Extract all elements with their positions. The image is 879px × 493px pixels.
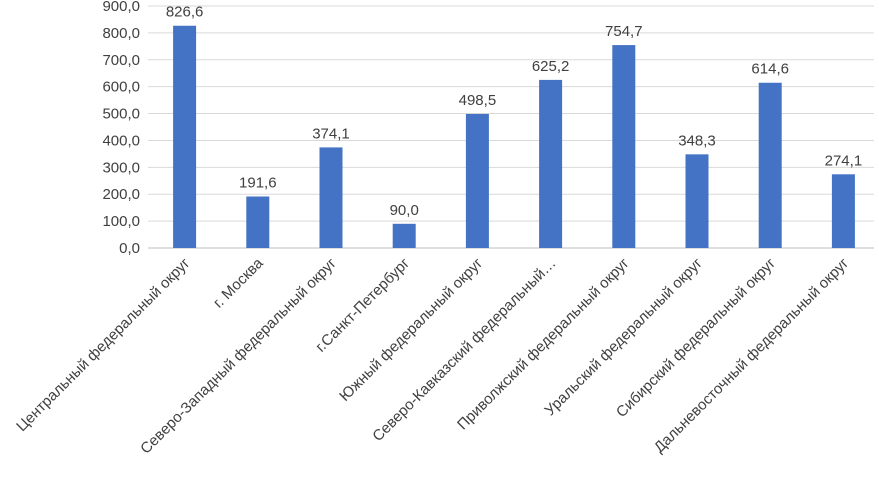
bar — [319, 147, 343, 248]
data-label: 191,6 — [239, 174, 277, 191]
data-label: 374,1 — [312, 125, 350, 142]
y-tick-label: 100,0 — [102, 213, 140, 230]
data-label: 625,2 — [532, 58, 570, 75]
y-axis-tick-labels: 0,0 100,0 200,0 300,0 400,0 500,0 600,0 700,0 80… — [102, 0, 140, 257]
data-label: 614,6 — [751, 61, 789, 78]
x-axis-category-labels: Центральный федеральный округ г. МоскваСе… — [13, 254, 852, 457]
data-label: 274,1 — [825, 152, 863, 169]
bar — [831, 174, 855, 248]
bar — [758, 82, 782, 248]
category-label: Южный федеральный округ — [336, 254, 486, 404]
y-tick-label: 800,0 — [102, 25, 140, 42]
bar — [173, 25, 197, 248]
bar — [612, 45, 636, 249]
bar — [465, 113, 489, 248]
category-label: г. Москва — [210, 254, 267, 311]
category-label: Уральский федеральный округ — [541, 254, 706, 419]
category-label: Сибирский федеральный округ — [613, 254, 779, 420]
y-tick-label: 600,0 — [102, 79, 140, 96]
y-tick-label: 0,0 — [119, 240, 140, 257]
data-label: 826,6 — [166, 4, 204, 21]
y-tick-label: 300,0 — [102, 159, 140, 176]
y-tick-label: 900,0 — [102, 0, 140, 15]
bar — [392, 223, 416, 248]
data-label: 498,5 — [459, 92, 497, 109]
y-tick-label: 200,0 — [102, 186, 140, 203]
data-label: 348,3 — [678, 132, 716, 149]
y-tick-label: 500,0 — [102, 106, 140, 123]
category-label: Центральный федеральный округ — [13, 254, 194, 435]
bar — [246, 196, 270, 248]
bar — [685, 154, 709, 248]
bar — [539, 79, 563, 249]
data-label: 90,0 — [390, 202, 419, 219]
y-tick-label: 700,0 — [102, 52, 140, 69]
data-labels: 826,6 191,6 374,1 90,0 498,5 625,2 754,7 348,3 6… — [166, 4, 862, 219]
bars — [173, 25, 855, 249]
y-tick-label: 400,0 — [102, 132, 140, 149]
data-label: 754,7 — [605, 23, 643, 40]
